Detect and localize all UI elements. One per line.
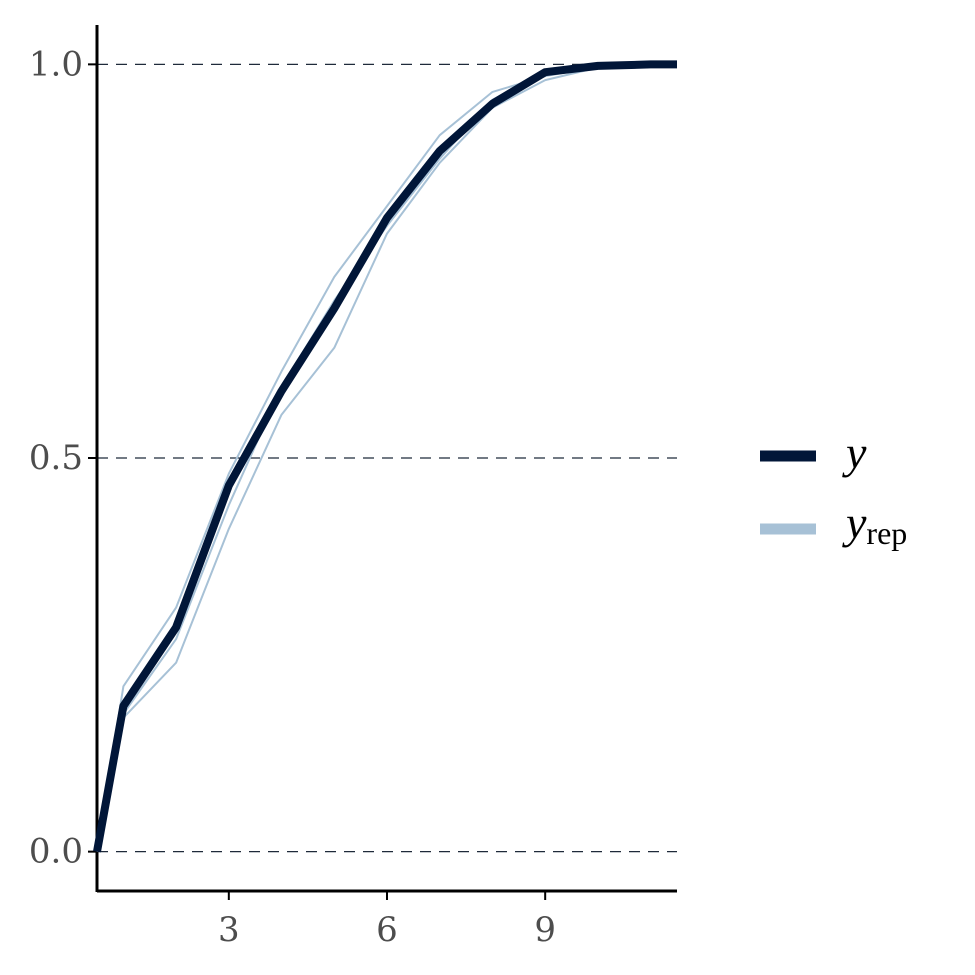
y-tick-label-1: 0.5 bbox=[29, 438, 83, 478]
legend-label-yrep: yrep bbox=[842, 497, 907, 551]
y-tick-label-2: 1.0 bbox=[29, 44, 83, 84]
y-tick-label-0: 0.0 bbox=[29, 832, 83, 872]
axis-ticks: 0.0 0.5 1.0 3 6 9 bbox=[29, 44, 556, 950]
legend-label-y: y bbox=[842, 427, 867, 478]
legend: y yrep bbox=[760, 427, 907, 551]
x-tick-label-0: 3 bbox=[218, 910, 240, 950]
grid-lines bbox=[97, 63, 677, 853]
y-series-group bbox=[93, 60, 677, 853]
series-line-y bbox=[93, 60, 677, 853]
x-tick-label-1: 6 bbox=[376, 910, 398, 950]
legend-label-yrep-base: y bbox=[842, 497, 867, 548]
x-tick-label-2: 9 bbox=[534, 910, 556, 950]
legend-label-yrep-subscript: rep bbox=[866, 515, 907, 551]
